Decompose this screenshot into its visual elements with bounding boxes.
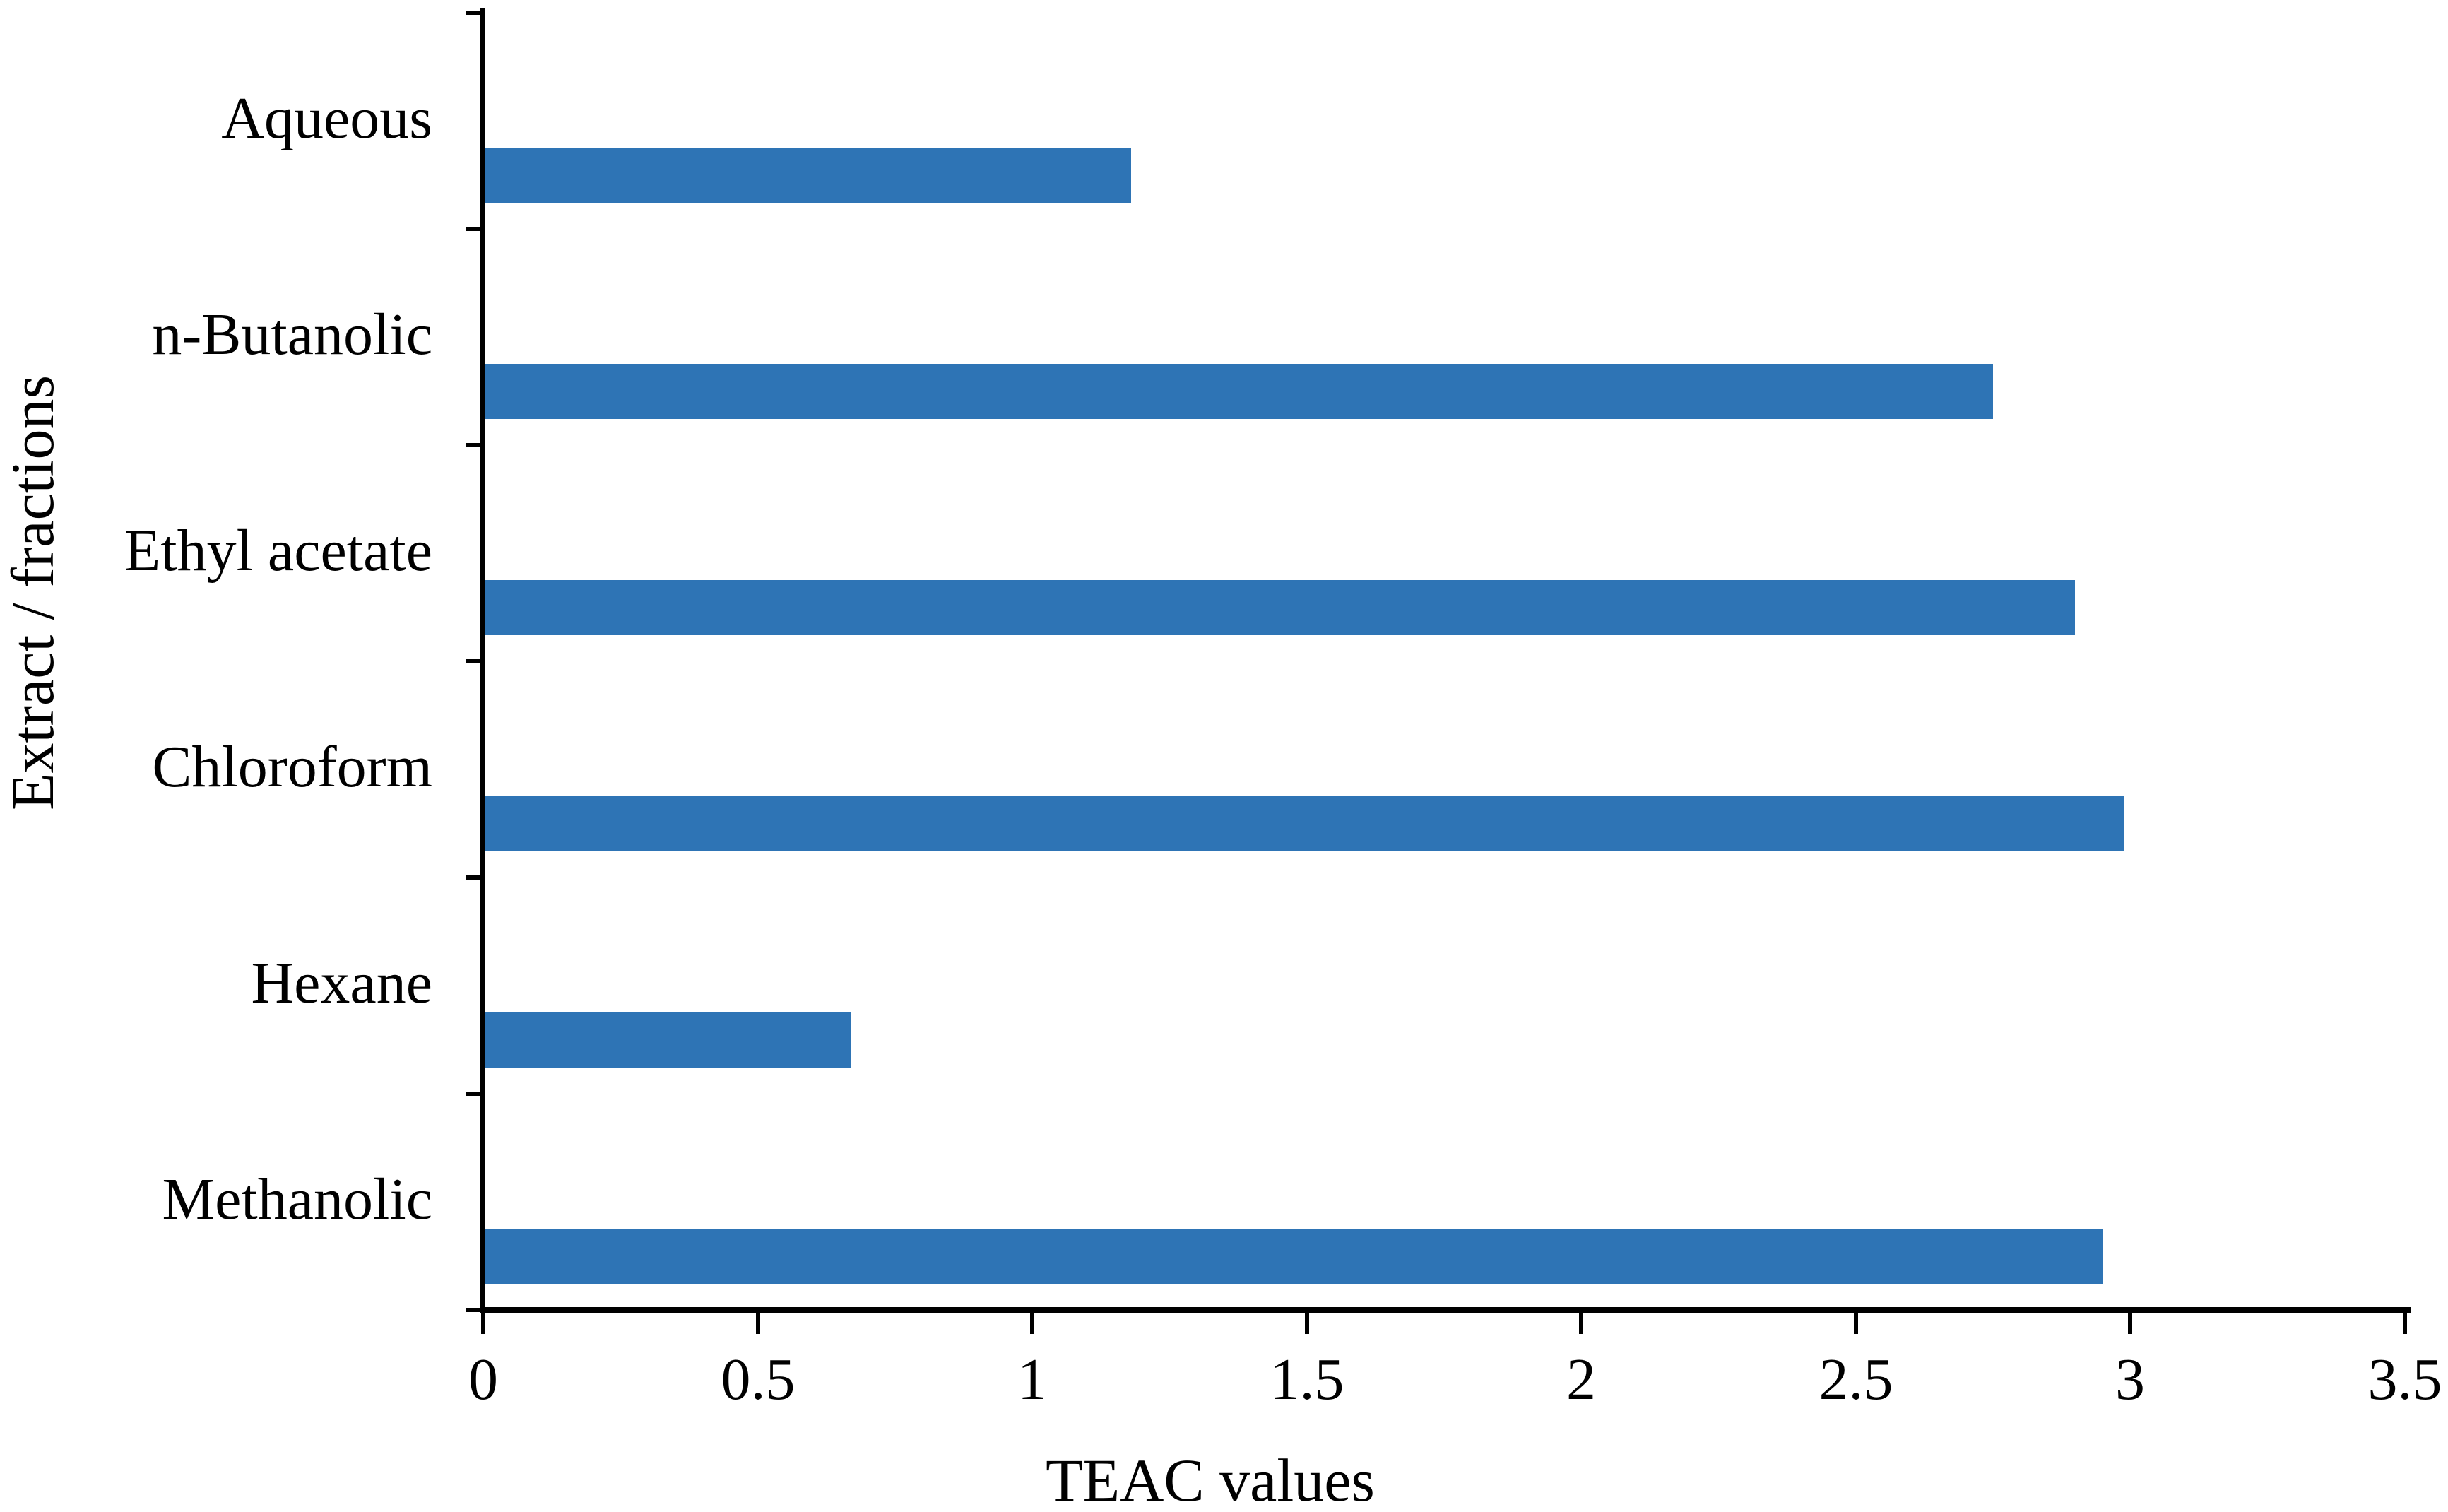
x-axis-tick-label: 0 (468, 1347, 498, 1412)
x-axis-tick-label: 1.5 (1270, 1347, 1344, 1412)
bar (485, 796, 2124, 851)
x-axis-tick (2403, 1307, 2407, 1334)
bar (485, 1229, 2103, 1284)
x-axis-tick-label: 3 (2115, 1347, 2145, 1412)
category-label: n-Butanolic (152, 302, 432, 367)
x-axis-tick (1030, 1307, 1034, 1334)
x-axis-tick-label: 2 (1566, 1347, 1596, 1412)
x-axis-tick-label: 2.5 (1819, 1347, 1893, 1412)
bar (485, 364, 1993, 419)
x-axis-tick-label: 0.5 (721, 1347, 796, 1412)
x-axis-line (480, 1307, 2411, 1313)
x-axis-tick (756, 1307, 760, 1334)
x-axis-tick-label: 1 (1017, 1347, 1047, 1412)
category-label: Hexane (251, 950, 432, 1016)
x-axis-tick (2128, 1307, 2132, 1334)
bar (485, 148, 1131, 203)
x-axis-tick (1305, 1307, 1309, 1334)
y-axis-tick (466, 1092, 485, 1096)
x-axis-tick-label: 3.5 (2367, 1347, 2442, 1412)
category-label: Aqueous (221, 85, 432, 151)
x-axis-title: TEAC values (1046, 1446, 1375, 1512)
y-axis-tick (466, 227, 485, 231)
bar (485, 1012, 851, 1068)
category-label: Ethyl acetate (124, 518, 432, 584)
category-label: Chloroform (152, 734, 432, 800)
y-axis-tick (466, 1308, 485, 1312)
y-axis-tick (466, 11, 485, 15)
y-axis-tick (466, 443, 485, 447)
x-axis-tick (1854, 1307, 1858, 1334)
category-label: Methanolic (162, 1167, 432, 1232)
x-axis-tick (1579, 1307, 1583, 1334)
x-axis-tick (481, 1307, 485, 1334)
bar (485, 580, 2075, 635)
y-axis-tick (466, 659, 485, 663)
y-axis-tick (466, 875, 485, 880)
